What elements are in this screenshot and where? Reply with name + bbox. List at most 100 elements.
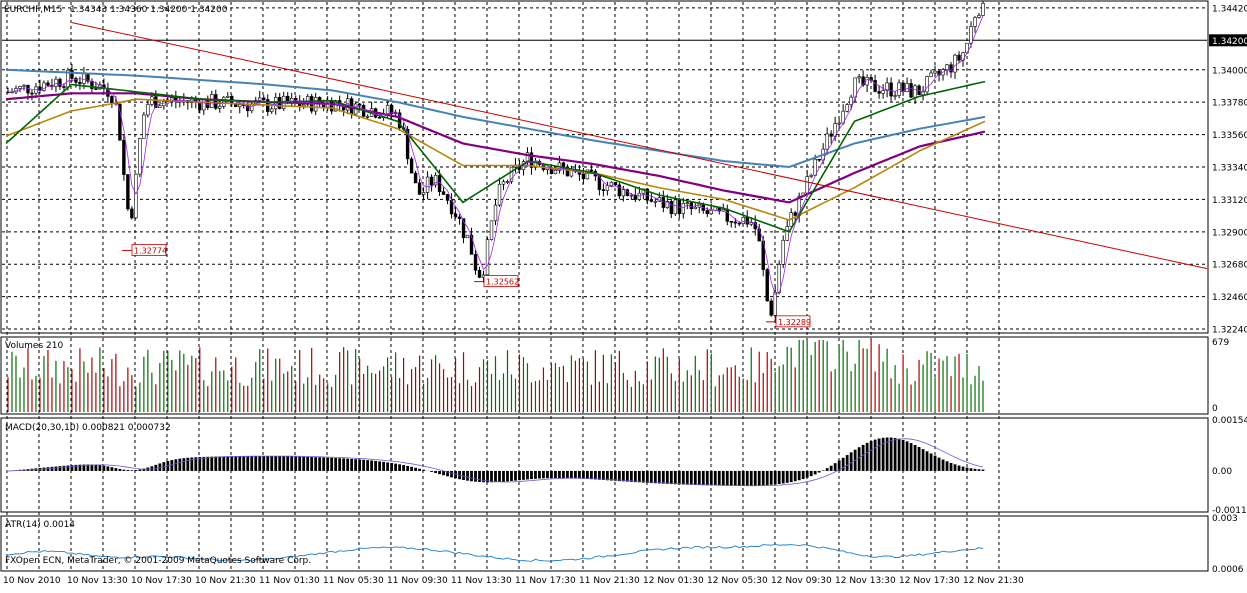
candle-bull [973,17,977,27]
time-tick-label: 10 Nov 21:30 [195,576,256,586]
candle-bear [417,182,422,195]
candle-bull [665,201,670,208]
candle-bull [489,220,494,240]
candle-bull [509,166,514,182]
candle-bear [645,188,650,201]
price-tick-label: 1.32240 [1212,326,1247,336]
candle-bull [653,200,658,203]
candle-bull [301,104,306,107]
atr-tick-label: 0.0006 [1212,565,1244,575]
candle-bear [613,182,618,186]
candle-bull [54,78,58,87]
macd-signal-line [7,438,984,487]
candle-bull [305,96,310,105]
atr-panel-frame [0,515,1209,572]
low-marker-label: 1.32562 [486,278,519,287]
candle-bull [142,114,146,139]
indicator-lines: 1.32774 1.32562 1.32289 [5,15,1208,562]
candle-bull [933,70,937,74]
candle-bull [605,185,610,191]
candle-bull [741,217,745,224]
time-tick-label: 11 Nov 05:30 [323,576,384,586]
candle-bull [865,77,869,86]
ma-green-line [5,80,986,233]
candle-bear [473,254,478,271]
candle-bull [857,76,861,79]
candle-bull [805,176,809,194]
candle-bear [46,82,50,86]
candle-bear [477,269,482,278]
candle-bull [493,204,498,222]
candle-bull [162,101,166,107]
candle-bear [889,82,893,97]
candle-bear [829,133,833,137]
candle-bear [26,84,30,94]
candle-bull [629,194,634,197]
candle-bear [62,86,66,88]
candle-bull [585,169,590,180]
candle-bear [110,96,114,103]
candle-bear [957,54,961,61]
candle-bear [909,83,913,98]
low-marker-label: 1.32774 [134,246,167,255]
macd-tick-label: 0.00 [1212,467,1232,477]
macd-tick-label: 0.00154 [1212,416,1247,426]
candle-bull [813,158,817,176]
candle-bull [977,15,981,18]
time-tick-label: 12 Nov 21:30 [963,576,1024,586]
candle-bear [861,76,865,86]
candle-bull [905,83,909,92]
candle-bull [885,82,889,91]
candle-bull [809,174,813,177]
current-price-box [1209,34,1247,47]
candle-bear [413,172,418,184]
candle-bull [969,26,973,44]
candle-bull [497,183,502,206]
candle-bear [529,152,534,168]
candle-bull [501,181,506,185]
copyright: FXOpen ECN, MetaTrader, © 2001-2009 Meta… [5,556,311,566]
symbol-title: EURCHF,M15 [4,5,62,15]
ohlc-readout: 1.34343 1.34360 1.34200 1.34200 [70,5,228,15]
candle-bear [949,64,953,73]
candle-bull [853,77,857,98]
atr-tick-label: 0.003 [1212,514,1238,524]
volume-panel-frame [0,336,1209,415]
atr-title: ATR(14) 0.0014 [5,520,75,530]
low-marker-box [131,243,167,256]
volume-title: Volumes 210 [5,341,63,351]
candle-bear [757,228,761,242]
candle-bear [74,78,78,83]
time-tick-label: 12 Nov 05:30 [707,576,768,586]
candle-bear [38,86,42,91]
candle-bear [581,174,586,180]
candle-bear [745,217,749,225]
candle-bear [78,82,82,84]
candle-bear [601,189,606,191]
candle-bear [409,158,414,174]
macd-tick-label: -0.00118 [1212,506,1247,516]
candle-bear [262,97,266,100]
time-tick-label: 11 Nov 21:30 [579,576,640,586]
low-marker-label: 1.32289 [778,318,811,327]
candle-bull [773,292,777,316]
candle-bear [661,197,666,208]
price-tick-label: 1.32900 [1212,228,1247,238]
candle-bear [441,191,446,195]
candle-bull [925,76,929,93]
candle-bear [733,221,737,224]
candle-bear [873,80,877,92]
candle-bull [681,202,686,214]
time-tick-label: 11 Nov 13:30 [451,576,512,586]
volume-max-label: 679 [1212,338,1229,348]
candle-bull [258,97,262,101]
candle-bear [130,208,134,219]
price-tick-label: 1.34420 [1212,4,1247,14]
candle-bear [705,210,709,215]
candle-bull [953,54,957,73]
candle-bear [461,218,466,239]
candle-bear [214,94,218,109]
candle-bull [421,192,426,195]
